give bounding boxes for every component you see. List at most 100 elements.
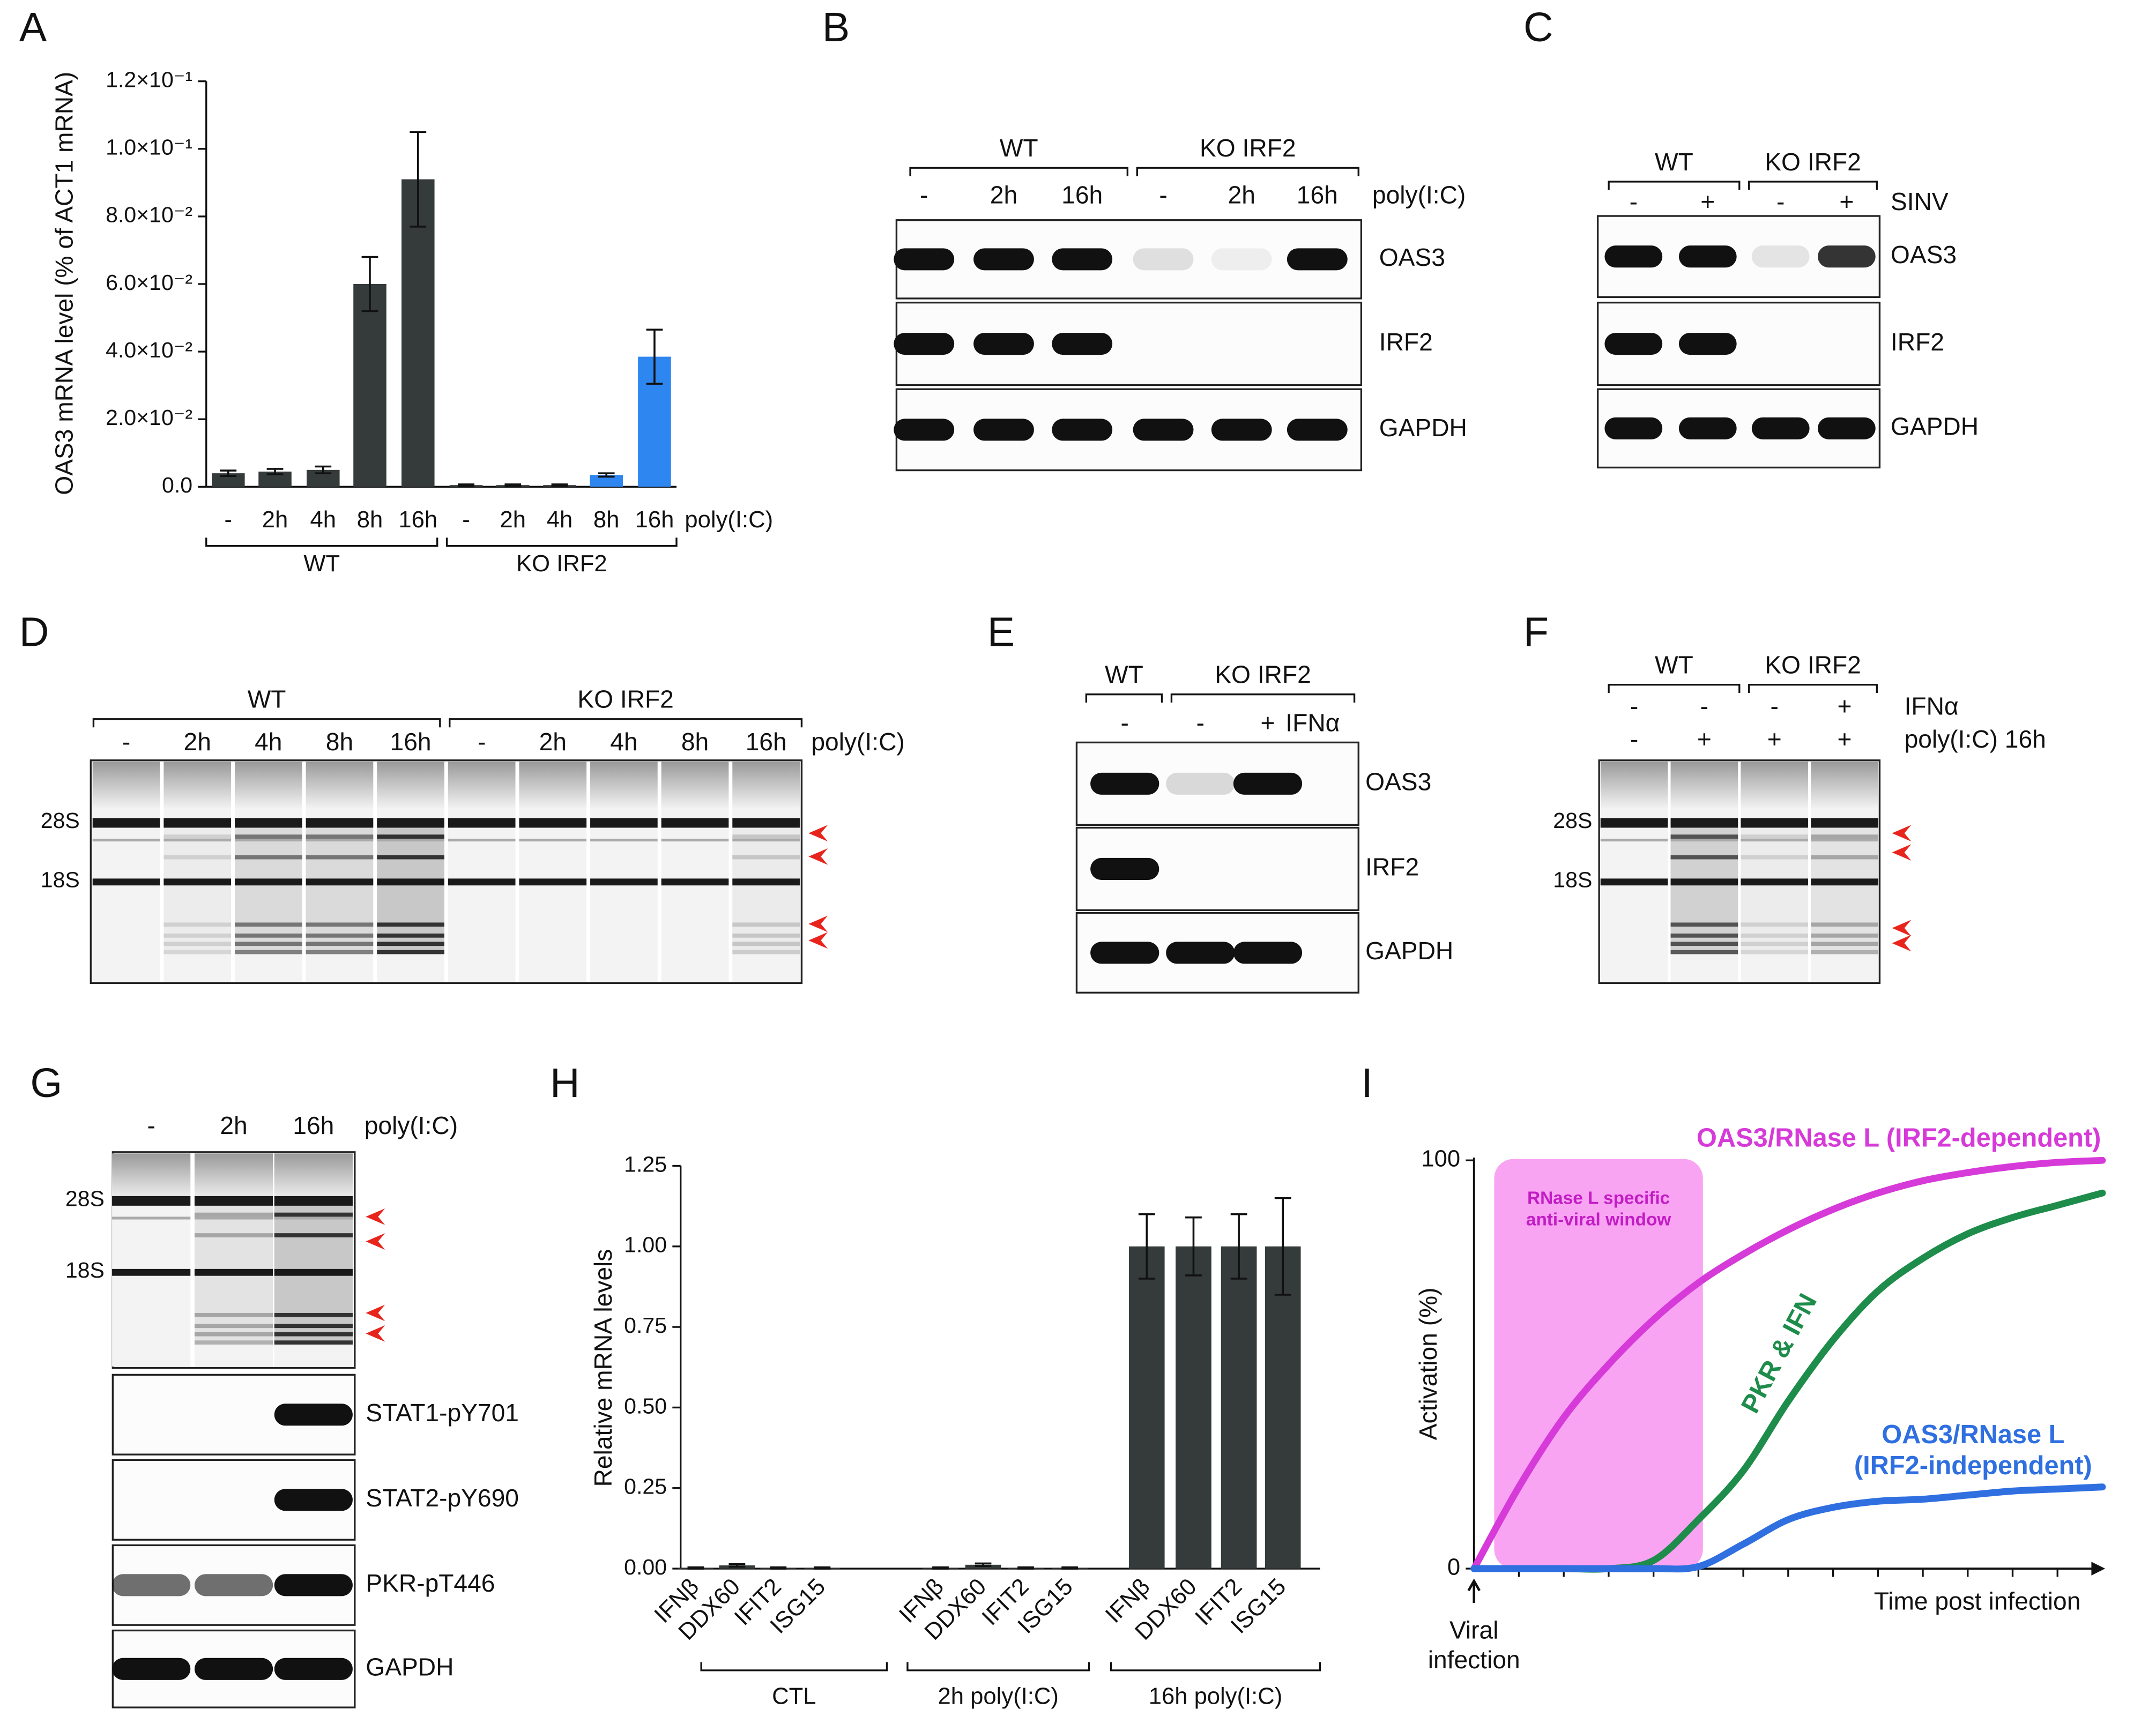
y-tick-label: 4.0×10⁻²	[106, 338, 192, 362]
gel-band	[234, 839, 302, 842]
error-bar	[1138, 1213, 1155, 1280]
marker-label: 18S	[65, 1258, 105, 1282]
x-tick-label: -	[225, 507, 233, 533]
lane-label: -	[1776, 188, 1785, 215]
gel-band	[1600, 839, 1668, 842]
gel-band	[377, 834, 444, 839]
group-label: WT	[1105, 661, 1143, 689]
blot-band	[973, 248, 1034, 271]
group-label: WT	[1000, 134, 1038, 162]
gel-band	[234, 950, 302, 954]
gel-band	[377, 818, 444, 828]
row-label: IRF2	[1365, 853, 1419, 881]
gel-band	[590, 839, 658, 842]
arrowhead	[808, 848, 828, 865]
error-bar	[361, 256, 378, 312]
gel-band	[194, 1312, 273, 1317]
row-label: GAPDH	[1379, 414, 1467, 442]
x-tick-label: 8h	[593, 507, 620, 533]
blot-band	[973, 333, 1034, 355]
gel-smear	[163, 762, 232, 809]
blot-band	[1817, 245, 1876, 268]
blot-frame	[1075, 741, 1359, 826]
gel-band	[194, 1212, 273, 1217]
treatment-label: poly(I:C)	[811, 728, 904, 756]
gel-band	[163, 818, 232, 828]
error-bar	[551, 483, 568, 487]
blot-band	[1604, 245, 1663, 268]
gel-band	[732, 839, 800, 842]
error-bar	[1185, 1216, 1202, 1277]
arrowhead	[1892, 920, 1912, 937]
gel-band	[1670, 855, 1738, 860]
lane-label: -	[1630, 692, 1638, 720]
group-label: WT	[1655, 148, 1693, 176]
lane-label: +	[1260, 708, 1275, 736]
group-bracket	[909, 167, 1129, 176]
group-label: 2h poly(I:C)	[938, 1684, 1059, 1709]
error-bar	[770, 1566, 787, 1570]
panel-letter: C	[1523, 4, 1553, 50]
x-tick-label: 8h	[357, 507, 383, 533]
blot-band	[1052, 333, 1113, 355]
blot-band	[1211, 248, 1272, 271]
blot-band	[1052, 419, 1113, 441]
gel-band	[194, 1340, 273, 1345]
gel-smear	[194, 1153, 273, 1200]
gel-smear	[234, 762, 302, 809]
lane-label: -	[1700, 692, 1708, 720]
y-tick-label: 0.25	[624, 1474, 667, 1499]
gel-band	[1811, 878, 1878, 886]
gel-band	[661, 839, 729, 842]
group-label: KO IRF2	[1765, 148, 1861, 176]
lane-label: 2h	[184, 728, 211, 756]
gel-band	[274, 1233, 353, 1237]
gel-degradation	[1741, 822, 1809, 950]
gel-band	[163, 922, 232, 927]
gel-band	[1670, 933, 1738, 938]
marker-label: 28S	[65, 1186, 105, 1211]
x-axis-label: poly(I:C)	[685, 507, 773, 533]
gel-band	[306, 855, 374, 860]
blot-band	[1287, 419, 1348, 441]
gel-degradation	[306, 822, 374, 950]
gel-band	[274, 1212, 353, 1217]
group-bracket	[1748, 684, 1878, 693]
bar	[590, 475, 623, 487]
group-bracket	[1170, 693, 1356, 703]
y-tick-label: 1.00	[624, 1233, 667, 1257]
y-tick-label: 6.0×10⁻²	[106, 270, 192, 295]
blot-band	[1678, 245, 1737, 268]
group-bracket	[1608, 684, 1741, 693]
gel-band	[448, 839, 516, 842]
row-label: OAS3	[1365, 768, 1431, 796]
row-label: GAPDH	[366, 1653, 453, 1681]
gel-band	[1741, 834, 1809, 839]
gel-band	[112, 1196, 191, 1206]
error-bar	[410, 131, 427, 228]
lane-label: -	[1630, 188, 1638, 215]
bar	[1176, 1246, 1211, 1569]
gel-band	[274, 1340, 353, 1345]
gel-band	[377, 878, 444, 886]
row-label: PKR-pT446	[366, 1569, 495, 1597]
window	[1494, 1159, 1703, 1569]
gel-band	[1600, 818, 1668, 828]
group-bracket	[205, 538, 438, 547]
x-tick-label: 16h	[398, 507, 437, 533]
gel-band	[377, 855, 444, 860]
lane-label: 16h	[293, 1111, 334, 1139]
gel-band	[306, 922, 374, 927]
gel-band	[732, 834, 800, 839]
gel-smear	[519, 762, 587, 809]
gel-smear	[274, 1153, 353, 1200]
blot-band	[194, 1658, 273, 1680]
gel-band	[377, 839, 444, 842]
gel-band	[1741, 942, 1809, 946]
gel-degradation	[1670, 822, 1738, 950]
gel-band	[306, 933, 374, 938]
blot-band	[1090, 772, 1159, 795]
error-bar	[1061, 1566, 1078, 1570]
gel-band	[194, 1268, 273, 1276]
x-axis-label: Time post infection	[1874, 1587, 2081, 1615]
